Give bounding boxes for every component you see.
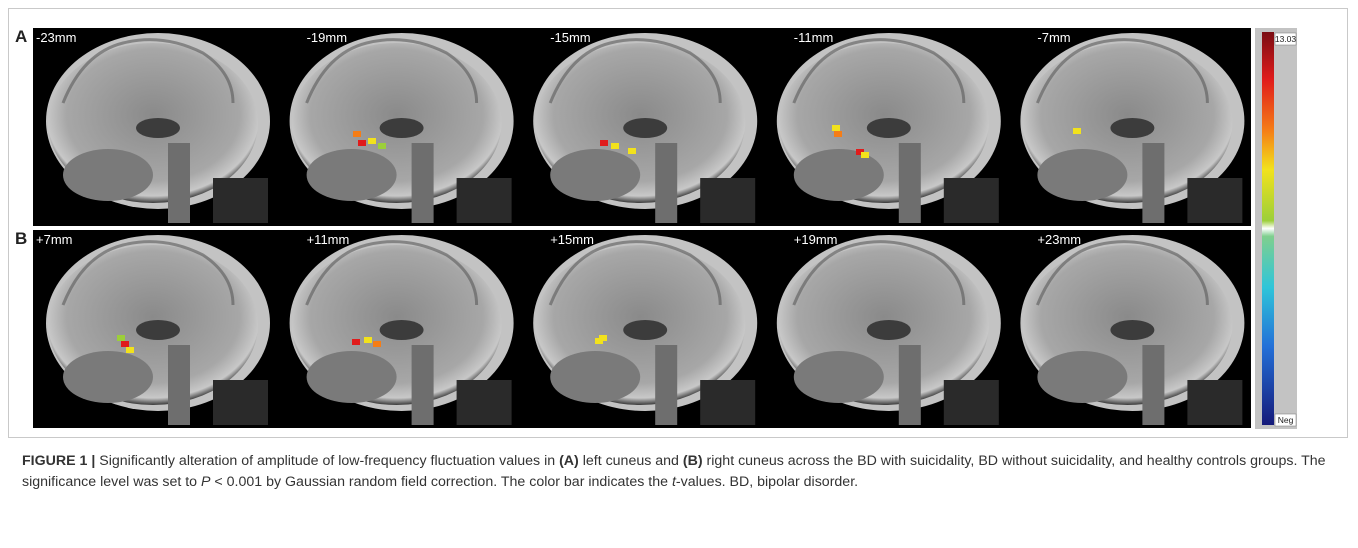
neck <box>213 380 268 425</box>
neck <box>213 178 268 223</box>
activation <box>121 341 129 347</box>
page: A -23mm -19mm -15mm -11mm -7mm B +7mm +11mm +15mm… <box>0 0 1358 548</box>
cerebellum <box>1037 351 1127 403</box>
colorbar-min-label: Neg <box>1278 415 1294 425</box>
slice-label: +23mm <box>1037 232 1081 247</box>
activation <box>611 143 619 149</box>
activation <box>358 140 366 146</box>
brainstem <box>899 345 921 425</box>
activation <box>126 347 134 353</box>
colorbar <box>1262 32 1274 425</box>
ventricle <box>136 320 180 340</box>
slice-label: +15mm <box>550 232 594 247</box>
ventricle <box>380 118 424 138</box>
activation <box>832 125 840 131</box>
activation <box>861 152 869 158</box>
neck <box>457 380 512 425</box>
slice-label: +19mm <box>794 232 838 247</box>
cerebellum <box>307 351 397 403</box>
activation <box>834 131 842 137</box>
neck <box>944 178 999 223</box>
activation <box>628 148 636 154</box>
ventricle <box>380 320 424 340</box>
colorbar-max-label: 13.03 <box>1275 34 1297 44</box>
cerebellum <box>63 149 153 201</box>
activation <box>368 138 376 144</box>
slice-label: -15mm <box>550 30 590 45</box>
slice-label: -23mm <box>36 30 76 45</box>
neck <box>700 380 755 425</box>
caption-text: left cuneus and <box>579 453 683 469</box>
brainstem <box>168 143 190 223</box>
brainstem <box>899 143 921 223</box>
activation <box>599 335 607 341</box>
brainstem <box>1142 143 1164 223</box>
brainstem <box>412 345 434 425</box>
activation <box>352 339 360 345</box>
caption-text: < 0.001 by Gaussian random field correct… <box>210 474 671 490</box>
brainstem <box>1142 345 1164 425</box>
panel-label: B <box>15 229 27 248</box>
caption-text: -values. BD, bipolar disorder. <box>676 474 858 490</box>
caption-ref: (B) <box>683 453 703 469</box>
slice-label: +7mm <box>36 232 72 247</box>
neck <box>944 380 999 425</box>
activation <box>373 341 381 347</box>
ventricle <box>623 118 667 138</box>
brainstem <box>412 143 434 223</box>
activation <box>364 337 372 343</box>
ventricle <box>867 118 911 138</box>
cerebellum <box>63 351 153 403</box>
activation <box>353 131 361 137</box>
activation <box>378 143 386 149</box>
cerebellum <box>550 351 640 403</box>
ventricle <box>867 320 911 340</box>
slice-label: +11mm <box>307 232 350 247</box>
slice-label: -11mm <box>794 30 833 45</box>
caption: FIGURE 1 | Significantly alteration of a… <box>22 451 1332 493</box>
ventricle <box>136 118 180 138</box>
brainstem <box>655 143 677 223</box>
activation <box>600 140 608 146</box>
neck <box>700 178 755 223</box>
caption-text: Significantly alteration of amplitude of… <box>95 453 559 469</box>
slice-label: -19mm <box>307 30 347 45</box>
brainstem <box>655 345 677 425</box>
cerebellum <box>550 149 640 201</box>
brainstem <box>168 345 190 425</box>
cerebellum <box>794 351 884 403</box>
slice-label: -7mm <box>1037 30 1070 45</box>
colorbar-background <box>1255 28 1297 429</box>
panel-label: A <box>15 27 27 46</box>
activation <box>117 335 125 341</box>
ventricle <box>1110 320 1154 340</box>
caption-ref: (A) <box>559 453 579 469</box>
activation <box>1073 128 1081 134</box>
neck <box>1187 178 1242 223</box>
cerebellum <box>1037 149 1127 201</box>
ventricle <box>623 320 667 340</box>
figure: A -23mm -19mm -15mm -11mm -7mm B +7mm +11mm +15mm… <box>0 0 1358 440</box>
neck <box>1187 380 1242 425</box>
ventricle <box>1110 118 1154 138</box>
caption-figure-label: FIGURE 1 | <box>22 453 95 469</box>
cerebellum <box>794 149 884 201</box>
neck <box>457 178 512 223</box>
cerebellum <box>307 149 397 201</box>
